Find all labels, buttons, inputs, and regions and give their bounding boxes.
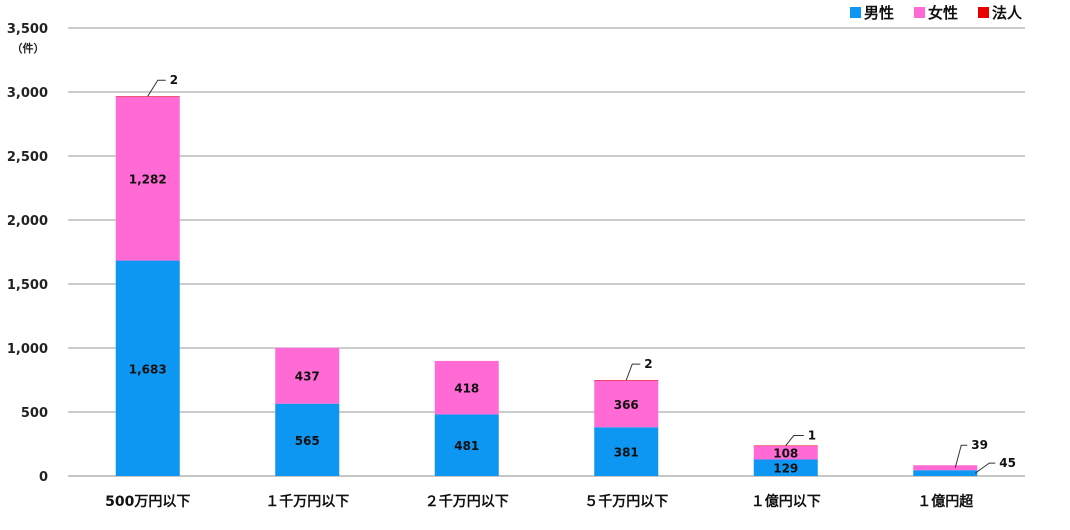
- y-axis-unit: （件）: [12, 41, 45, 55]
- data-label-female: 39: [971, 438, 988, 452]
- data-label-female: 108: [773, 447, 798, 461]
- y-tick-label: 0: [39, 470, 48, 485]
- x-tick-label: １億円以下: [751, 493, 821, 510]
- y-tick-label: 500: [21, 406, 48, 421]
- x-tick-label: 500万円以下: [105, 494, 190, 510]
- data-label-female: 418: [454, 382, 479, 396]
- y-tick-label: 1,000: [7, 342, 48, 357]
- y-tick-label: 3,500: [7, 22, 48, 37]
- legend-swatch: [914, 7, 925, 18]
- legend-label: 男性: [864, 4, 894, 22]
- bar-segment: [115, 96, 180, 261]
- bar-segment: [594, 380, 659, 428]
- data-label-male: 481: [454, 439, 479, 453]
- bar-segment: [434, 360, 499, 415]
- bar-segment: [594, 427, 659, 476]
- data-label-male: 1,683: [129, 362, 167, 376]
- legend-label: 法人: [992, 4, 1023, 22]
- bar-segment: [115, 260, 180, 476]
- x-tick-label: ５千万円以下: [584, 493, 668, 510]
- y-tick-label: 2,000: [7, 214, 48, 229]
- bar-segment: [753, 445, 818, 460]
- data-label-female: 366: [614, 398, 639, 412]
- y-tick-label: 1,500: [7, 278, 48, 293]
- bar-segment: [275, 347, 340, 404]
- leader-line: [974, 462, 996, 474]
- x-tick-label: １億円超: [917, 493, 974, 510]
- x-tick-label: ２千万円以下: [425, 493, 509, 510]
- leader-line: [147, 79, 166, 97]
- x-tick-label: １千万円以下: [265, 493, 349, 510]
- bar-segment: [275, 403, 340, 476]
- legend-swatch: [978, 7, 989, 18]
- y-tick-label: 3,000: [7, 86, 48, 101]
- data-label-corporate: 2: [170, 73, 178, 87]
- legend-swatch: [850, 7, 861, 18]
- bar-segment: [594, 380, 659, 381]
- data-label-corporate: 1: [808, 429, 816, 443]
- data-label-corporate: 2: [644, 357, 652, 371]
- bar-segment: [913, 470, 978, 476]
- data-label-male: 129: [773, 462, 798, 476]
- leader-line: [785, 435, 804, 446]
- leader-line: [625, 363, 641, 381]
- data-label-female: 437: [295, 370, 320, 384]
- data-label-male: 565: [295, 434, 320, 448]
- data-label-male: 381: [614, 446, 639, 460]
- bar-segment: [753, 445, 818, 447]
- data-label-male: 45: [999, 456, 1016, 470]
- bar-segment: [434, 414, 499, 476]
- bar-segment: [115, 96, 180, 97]
- bar-segment: [753, 459, 818, 476]
- bar-segment: [913, 465, 978, 471]
- legend-label: 女性: [928, 4, 958, 22]
- data-label-female: 1,282: [129, 173, 167, 187]
- y-tick-label: 2,500: [7, 150, 48, 165]
- leader-line: [954, 444, 968, 468]
